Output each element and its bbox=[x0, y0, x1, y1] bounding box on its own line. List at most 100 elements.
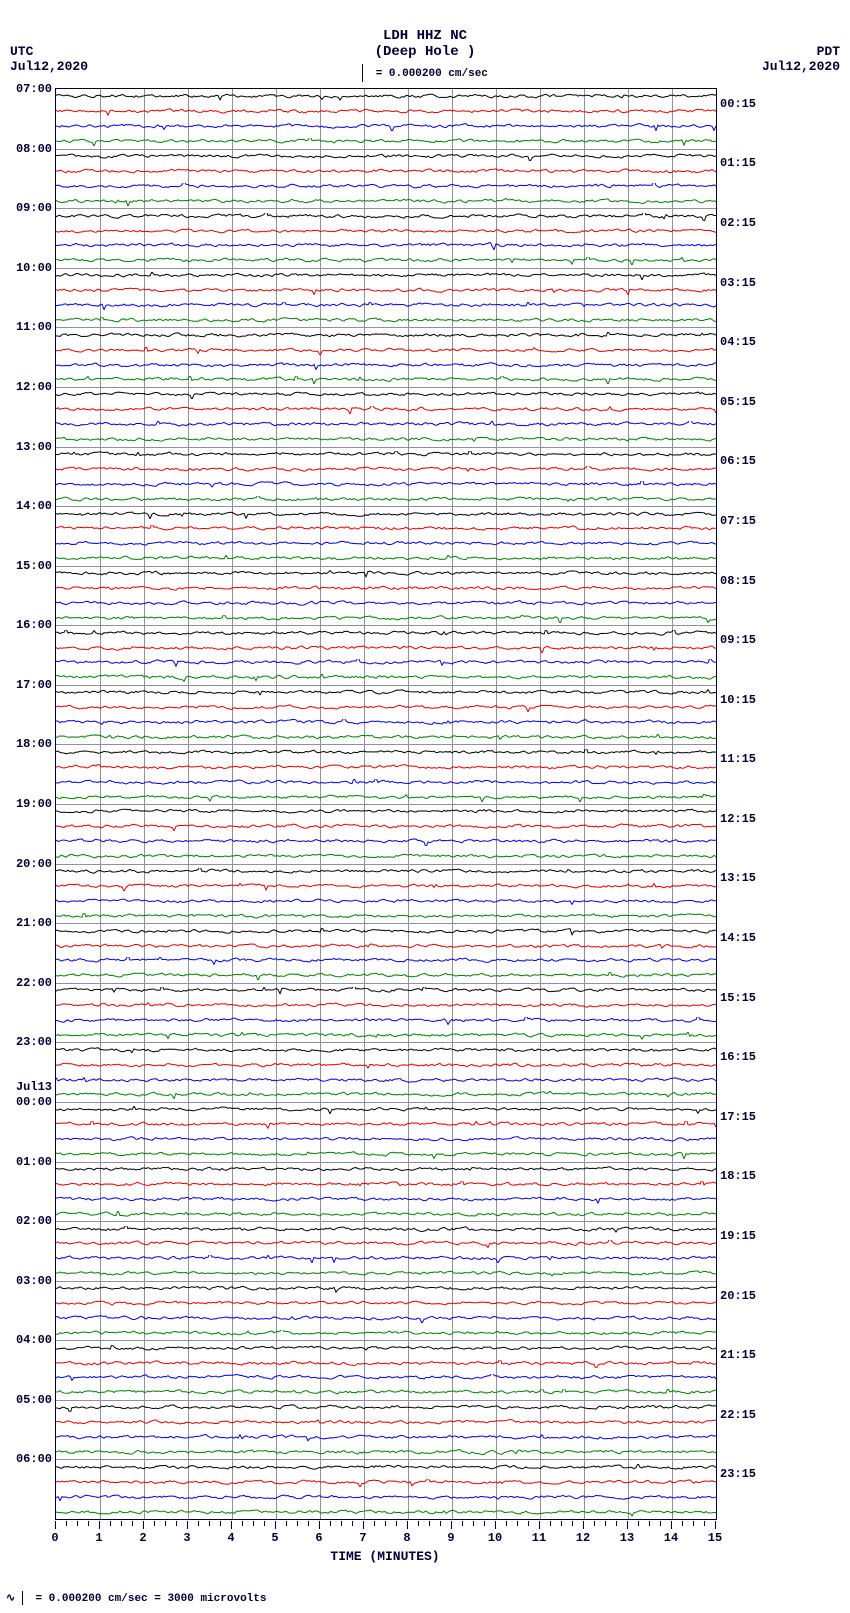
local-hour-label: 03:15 bbox=[716, 276, 756, 290]
seismogram-trace bbox=[56, 317, 716, 331]
seismogram-trace bbox=[56, 1449, 716, 1463]
seismogram-trace bbox=[56, 1404, 716, 1418]
seismogram-trace bbox=[56, 794, 716, 808]
utc-hour-label: 05:00 bbox=[2, 1393, 56, 1407]
seismogram-trace bbox=[56, 972, 716, 986]
page: LDH HHZ NC (Deep Hole ) UTC Jul12,2020 P… bbox=[0, 0, 850, 1613]
seismogram-trace bbox=[56, 1211, 716, 1225]
seismogram-trace bbox=[56, 928, 716, 942]
utc-hour-label: 22:00 bbox=[2, 976, 56, 990]
utc-hour-label: 09:00 bbox=[2, 201, 56, 215]
x-tick-minor bbox=[308, 1521, 309, 1526]
seismogram-trace bbox=[56, 898, 716, 912]
local-hour-label: 22:15 bbox=[716, 1408, 756, 1422]
seismogram-trace bbox=[56, 1091, 716, 1105]
seismogram-trace bbox=[56, 1240, 716, 1254]
seismogram-trace bbox=[56, 808, 716, 822]
x-tick-label: 1 bbox=[95, 1531, 102, 1545]
x-tick-major bbox=[99, 1521, 100, 1529]
seismogram-trace bbox=[56, 138, 716, 152]
local-hour-label: 07:15 bbox=[716, 514, 756, 528]
local-hour-label: 09:15 bbox=[716, 633, 756, 647]
seismogram-trace bbox=[56, 1464, 716, 1478]
seismogram-trace bbox=[56, 704, 716, 718]
x-tick-major bbox=[143, 1521, 144, 1529]
utc-hour-label: 03:00 bbox=[2, 1274, 56, 1288]
seismogram-trace bbox=[56, 645, 716, 659]
seismogram-trace bbox=[56, 481, 716, 495]
seismogram-trace bbox=[56, 838, 716, 852]
seismogram-trace bbox=[56, 496, 716, 510]
utc-hour-label: 00:00 bbox=[2, 1095, 56, 1109]
x-tick-major bbox=[319, 1521, 320, 1529]
x-tick-label: 10 bbox=[488, 1531, 502, 1545]
x-tick-minor bbox=[264, 1521, 265, 1526]
local-hour-label: 23:15 bbox=[716, 1467, 756, 1481]
x-tick-label: 12 bbox=[576, 1531, 590, 1545]
station-code: LDH HHZ NC bbox=[0, 28, 850, 44]
x-tick-major bbox=[627, 1521, 628, 1529]
x-tick-minor bbox=[704, 1521, 705, 1526]
x-tick-label: 2 bbox=[139, 1531, 146, 1545]
x-tick-minor bbox=[418, 1521, 419, 1526]
seismogram-trace bbox=[56, 913, 716, 927]
x-tick-minor bbox=[242, 1521, 243, 1526]
x-tick-minor bbox=[385, 1521, 386, 1526]
x-tick-minor bbox=[132, 1521, 133, 1526]
x-axis: TIME (MINUTES) 0123456789101112131415 bbox=[55, 1521, 715, 1581]
seismogram-trace bbox=[56, 362, 716, 376]
seismogram-trace bbox=[56, 1151, 716, 1165]
seismogram-trace bbox=[56, 1166, 716, 1180]
local-hour-label: 14:15 bbox=[716, 931, 756, 945]
footer-scale-text: = 0.000200 cm/sec = 3000 microvolts bbox=[35, 1593, 266, 1605]
seismogram-trace bbox=[56, 1255, 716, 1269]
local-hour-label: 15:15 bbox=[716, 991, 756, 1005]
local-hour-label: 20:15 bbox=[716, 1289, 756, 1303]
x-tick-minor bbox=[638, 1521, 639, 1526]
x-tick-minor bbox=[561, 1521, 562, 1526]
x-tick-minor bbox=[462, 1521, 463, 1526]
seismogram-trace bbox=[56, 1389, 716, 1403]
local-hour-label: 05:15 bbox=[716, 395, 756, 409]
x-tick-label: 7 bbox=[359, 1531, 366, 1545]
seismogram-trace bbox=[56, 1345, 716, 1359]
x-tick-minor bbox=[517, 1521, 518, 1526]
x-tick-label: 11 bbox=[532, 1531, 546, 1545]
x-tick-minor bbox=[330, 1521, 331, 1526]
seismogram-trace bbox=[56, 302, 716, 316]
utc-hour-label: 14:00 bbox=[2, 499, 56, 513]
utc-hour-label: 01:00 bbox=[2, 1155, 56, 1169]
scale-text: = 0.000200 cm/sec bbox=[376, 68, 488, 80]
seismogram-trace bbox=[56, 168, 716, 182]
seismogram-trace bbox=[56, 376, 716, 390]
seismogram-trace bbox=[56, 1002, 716, 1016]
utc-hour-label: 16:00 bbox=[2, 618, 56, 632]
x-tick-minor bbox=[473, 1521, 474, 1526]
seismogram-trace bbox=[56, 1196, 716, 1210]
x-tick-minor bbox=[649, 1521, 650, 1526]
local-hour-label: 01:15 bbox=[716, 156, 756, 170]
seismogram-trace bbox=[56, 689, 716, 703]
utc-hour-label: 15:00 bbox=[2, 559, 56, 573]
seismogram-trace bbox=[56, 287, 716, 301]
x-tick-minor bbox=[154, 1521, 155, 1526]
utc-hour-label: 06:00 bbox=[2, 1452, 56, 1466]
seismogram-trace bbox=[56, 630, 716, 644]
x-tick-major bbox=[671, 1521, 672, 1529]
local-tz-label: PDT bbox=[762, 44, 840, 59]
local-hour-label: 10:15 bbox=[716, 693, 756, 707]
seismogram-trace bbox=[56, 242, 716, 256]
seismogram-trace bbox=[56, 1077, 716, 1091]
seismogram-trace bbox=[56, 764, 716, 778]
seismogram-trace bbox=[56, 734, 716, 748]
x-tick-minor bbox=[616, 1521, 617, 1526]
seismogram-trace bbox=[56, 436, 716, 450]
utc-hour-label: 10:00 bbox=[2, 261, 56, 275]
x-tick-label: 8 bbox=[403, 1531, 410, 1545]
x-tick-label: 6 bbox=[315, 1531, 322, 1545]
local-hour-label: 02:15 bbox=[716, 216, 756, 230]
seismogram-trace bbox=[56, 585, 716, 599]
seismogram-trace bbox=[56, 272, 716, 286]
x-tick-label: 4 bbox=[227, 1531, 234, 1545]
x-tick-minor bbox=[341, 1521, 342, 1526]
